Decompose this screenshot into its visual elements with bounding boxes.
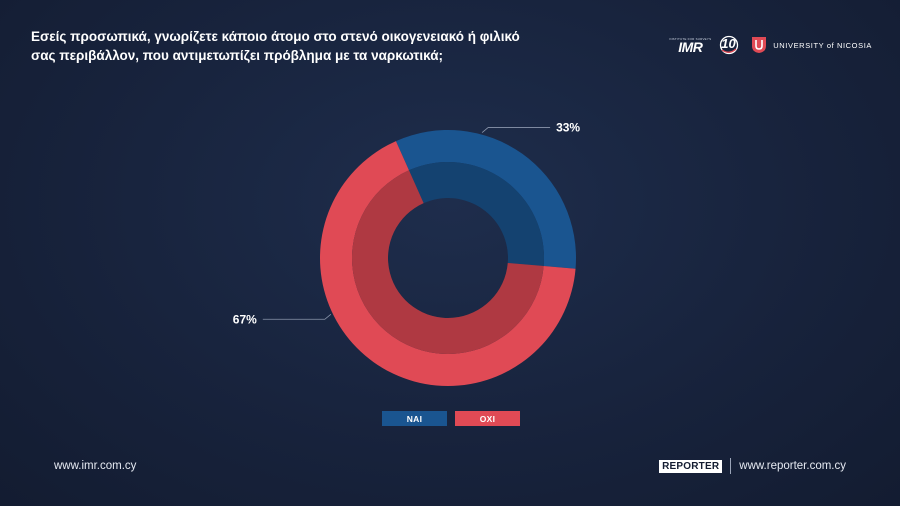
question-title: Εσείς προσωπικά, γνωρίζετε κάποιο άτομο … <box>31 27 551 65</box>
legend-label-no: ΟΧΙ <box>479 413 496 424</box>
legend-label-yes: ΝΑΙ <box>406 413 423 424</box>
reporter-website: www.reporter.com.cy <box>739 460 846 472</box>
partner-logos: INSTITUTE FOR SURVEYS IMR 10 UNIVERSITY … <box>669 34 872 56</box>
reporter-logo: REPORTER <box>659 459 723 473</box>
legend-item-yes: ΝΑΙ <box>382 411 447 426</box>
chart-legend: ΝΑΙ ΟΧΙ <box>382 411 520 426</box>
donut-slice-inner-shade-no <box>352 170 544 354</box>
university-shield-icon <box>752 37 767 53</box>
footer-divider <box>730 458 732 474</box>
chart-leader-lines <box>262 127 551 320</box>
donut-slice-outer-yes <box>395 130 576 269</box>
donut-slice-inner-no <box>352 170 544 354</box>
question-line-2: σας περιβάλλον, που αντιμετωπίζει πρόβλη… <box>31 48 444 63</box>
data-label-yes: 33% <box>556 121 580 135</box>
imr-website: www.imr.com.cy <box>54 460 137 472</box>
donut-slice-inner-yes <box>408 162 544 267</box>
imr-logo: INSTITUTE FOR SURVEYS IMR <box>669 37 711 54</box>
imr-logo-tagline: INSTITUTE FOR SURVEYS <box>669 36 712 41</box>
anniversary-ring-icon <box>720 35 739 55</box>
chart-slices <box>320 130 576 386</box>
anniversary-number: 10 <box>721 36 736 51</box>
anniversary-logo: 10 <box>719 35 739 55</box>
donut-slice-inner-shade-yes <box>408 162 544 267</box>
legend-item-no: ΟΧΙ <box>455 411 520 426</box>
question-line-1: Εσείς προσωπικά, γνωρίζετε κάποιο άτομο … <box>31 29 520 44</box>
leader-line-no <box>262 313 332 320</box>
data-label-no: 67% <box>233 312 257 326</box>
imr-logo-text: IMR <box>678 38 703 55</box>
university-logo: UNIVERSITY of NICOSIA <box>751 36 872 54</box>
university-name: UNIVERSITY of NICOSIA <box>773 40 872 50</box>
reporter-footer: REPORTER www.reporter.com.cy <box>659 458 846 474</box>
chart-data-labels: 33% 67% <box>233 121 581 327</box>
leader-line-yes <box>481 127 551 133</box>
